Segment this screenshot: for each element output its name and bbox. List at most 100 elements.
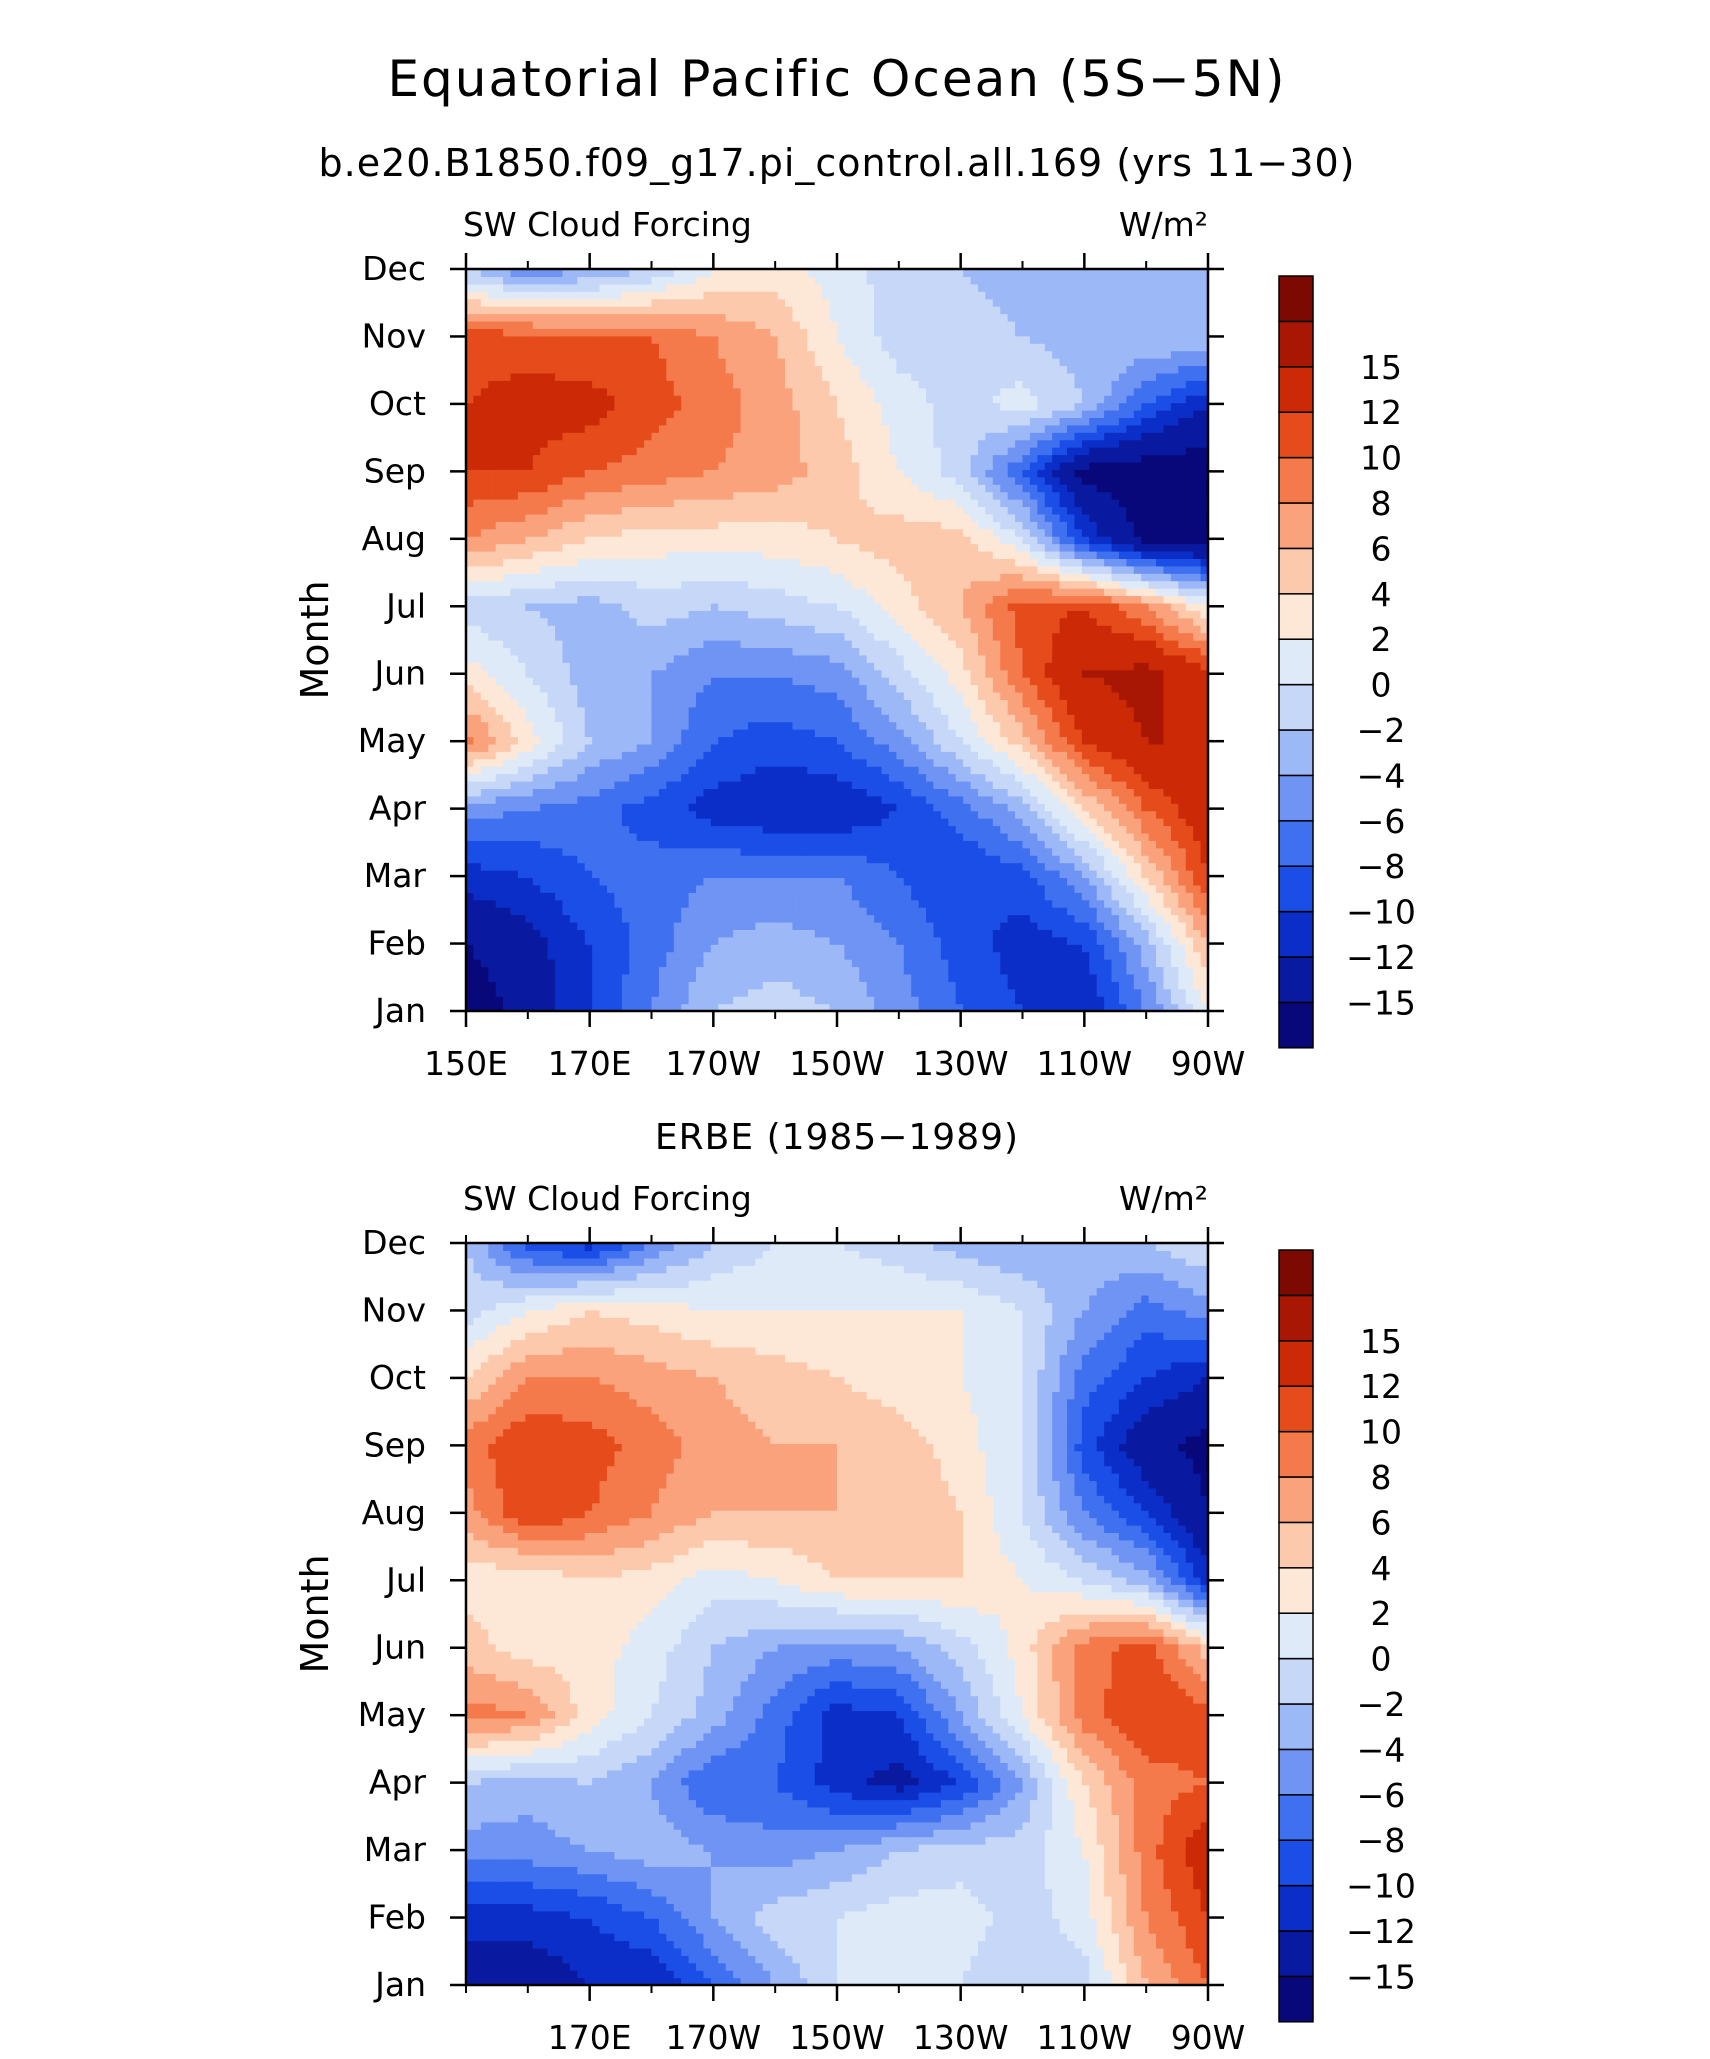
panel-model-field-cell bbox=[592, 788, 601, 797]
panel-model-field-cell bbox=[1059, 907, 1068, 916]
panel-model-field-cell bbox=[1029, 944, 1038, 953]
panel-model-field-cell bbox=[1037, 721, 1046, 730]
panel-model-field-cell bbox=[1141, 907, 1150, 916]
panel-model-field-cell bbox=[733, 959, 742, 968]
panel-model-field-cell bbox=[555, 803, 564, 812]
panel-model-field-cell bbox=[555, 795, 564, 804]
panel-model-field-cell bbox=[1089, 1003, 1098, 1011]
panel-model-field-cell bbox=[673, 1003, 682, 1011]
panel-model-field-cell bbox=[933, 936, 942, 945]
panel-model-field-cell bbox=[1118, 743, 1127, 752]
panel-model-field-cell bbox=[777, 832, 786, 841]
panel-model-field-cell bbox=[814, 743, 823, 752]
panel-model-field-cell bbox=[517, 669, 526, 678]
panel-model-field-cell bbox=[629, 743, 638, 752]
panel-model-field-cell bbox=[1126, 647, 1135, 656]
panel-model-field-cell bbox=[792, 706, 801, 715]
panel-model-field-cell bbox=[562, 981, 571, 990]
panel-model-field-cell bbox=[1156, 788, 1165, 797]
panel-model-field-cell bbox=[933, 758, 942, 767]
panel-model-field-cell bbox=[1163, 699, 1172, 708]
panel-model-field-cell bbox=[829, 892, 838, 901]
panel-model-field-cell bbox=[888, 654, 897, 663]
panel-model-field-cell bbox=[955, 981, 964, 990]
panel-model-field-cell bbox=[636, 736, 645, 745]
panel-model-field-cell bbox=[525, 988, 534, 997]
panel-model-field-cell bbox=[666, 973, 675, 982]
panel-model-field-cell bbox=[540, 832, 549, 841]
panel-model-field-cell bbox=[1044, 870, 1053, 879]
panel-model-field-cell bbox=[985, 929, 994, 938]
panel-model-field-cell bbox=[985, 706, 994, 715]
panel-model-field-cell bbox=[495, 855, 504, 864]
panel-model-field-cell bbox=[777, 699, 786, 708]
panel-model-field-cell bbox=[569, 736, 578, 745]
panel-model-field-cell bbox=[555, 914, 564, 923]
panel-model-field-cell bbox=[495, 973, 504, 982]
panel-model-field-cell bbox=[785, 647, 794, 656]
panel-model-field-cell bbox=[992, 684, 1001, 693]
panel-model-field-cell bbox=[532, 684, 541, 693]
panel-model-field-cell bbox=[510, 677, 519, 686]
panel-model-field-cell bbox=[555, 729, 564, 738]
panel-model-field-cell bbox=[1118, 929, 1127, 938]
panel-model-field-cell bbox=[747, 640, 756, 649]
panel-model-field-cell bbox=[644, 892, 653, 901]
panel-model-field-cell bbox=[777, 758, 786, 767]
panel-model-field-cell bbox=[874, 714, 883, 723]
panel-model-field-cell bbox=[599, 944, 608, 953]
panel-model-field-cell bbox=[896, 966, 905, 975]
panel-model-field-cell bbox=[718, 981, 727, 990]
panel-model-field-cell bbox=[577, 721, 586, 730]
panel-model-field-cell bbox=[911, 988, 920, 997]
panel-model-field-cell bbox=[866, 988, 875, 997]
panel-model-field-cell bbox=[703, 788, 712, 797]
panel-model-field-cell bbox=[1029, 669, 1038, 678]
panel-model-field-cell bbox=[525, 751, 534, 760]
panel-model-field-cell bbox=[1044, 921, 1053, 930]
panel-model-field-cell bbox=[985, 892, 994, 901]
panel-model-field-cell bbox=[888, 951, 897, 960]
panel-model-field-cell bbox=[1015, 729, 1024, 738]
panel-model-field-cell bbox=[599, 780, 608, 789]
panel-model-field-cell bbox=[851, 899, 860, 908]
panel-model-field-cell bbox=[703, 832, 712, 841]
panel-model-field-cell bbox=[1044, 640, 1053, 649]
panel-model-field-cell bbox=[1067, 751, 1076, 760]
panel-model-field-cell bbox=[473, 966, 482, 975]
panel-model-field-cell bbox=[970, 832, 979, 841]
panel-model-field-cell bbox=[755, 899, 764, 908]
panel-model-field-cell bbox=[495, 810, 504, 819]
panel-model-field-cell bbox=[636, 706, 645, 715]
panel-model-field-cell bbox=[903, 855, 912, 864]
panel-model-field-cell bbox=[547, 832, 556, 841]
panel-model-field-cell bbox=[569, 743, 578, 752]
panel-model-field-cell bbox=[1185, 758, 1194, 767]
panel-model-field-cell bbox=[918, 907, 927, 916]
panel-model-field-cell bbox=[1007, 640, 1016, 649]
panel-model-field-cell bbox=[992, 870, 1001, 879]
panel-model-field-cell bbox=[599, 1003, 608, 1011]
panel-model-field-cell bbox=[837, 669, 846, 678]
panel-model-field-cell bbox=[762, 684, 771, 693]
panel-model-field-cell bbox=[718, 944, 727, 953]
panel-model-field-cell bbox=[1133, 662, 1142, 671]
panel-model-field-cell bbox=[1185, 691, 1194, 700]
panel-model-field-cell bbox=[1037, 810, 1046, 819]
panel-model-field-cell bbox=[1037, 818, 1046, 827]
panel-model-field-cell bbox=[696, 892, 705, 901]
panel-model-field-cell bbox=[1067, 795, 1076, 804]
panel-model-field-cell bbox=[1000, 654, 1009, 663]
panel-model-field-cell bbox=[822, 677, 831, 686]
panel-model-field-cell bbox=[903, 899, 912, 908]
panel-model-field-cell bbox=[666, 944, 675, 953]
panel-model-field-cell bbox=[829, 921, 838, 930]
panel-model-field-cell bbox=[651, 1003, 660, 1011]
panel-model-field-cell bbox=[747, 840, 756, 849]
panel-model-field-cell bbox=[673, 662, 682, 671]
panel-model-field-cell bbox=[948, 907, 957, 916]
panel-model-field-cell bbox=[1022, 714, 1031, 723]
panel-model-field-cell bbox=[1037, 944, 1046, 953]
panel-model-field-cell bbox=[577, 825, 586, 834]
panel-model-field-cell bbox=[829, 862, 838, 871]
